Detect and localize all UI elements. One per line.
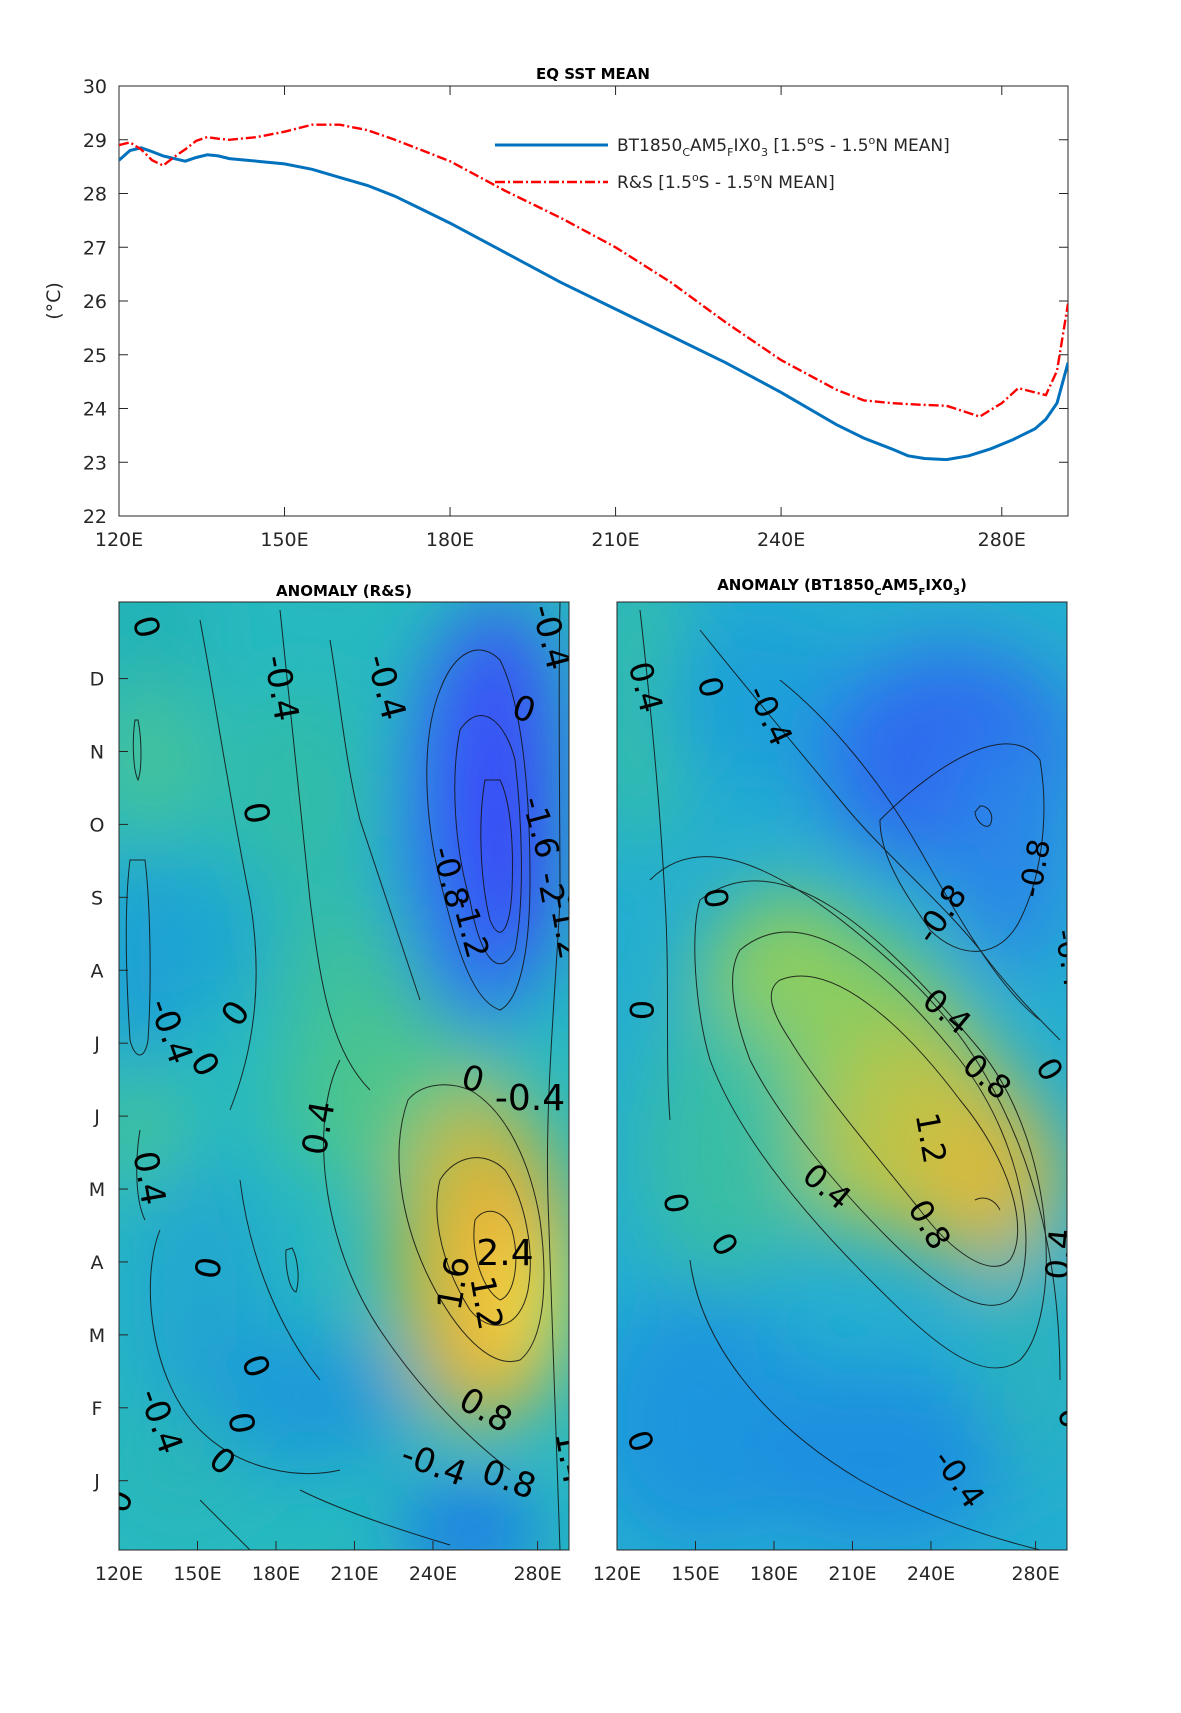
xtick-label: 120E [95,529,143,551]
xtick-label: 210E [828,1563,876,1585]
contour-label: 0 [622,1000,660,1020]
heatmap-model-ticks: 120E 150E 180E 210E 240E 280E [593,1541,1060,1585]
xtick-label: 280E [1011,1563,1059,1585]
line-chart-panel: EQ SST MEAN (°C) 22 23 24 25 26 27 28 29 30 120E 1… [43,65,1069,551]
xtick-label: 150E [671,1563,719,1585]
ytick-label: 24 [83,399,107,421]
line-chart-title: EQ SST MEAN [536,65,650,83]
heatmap-model-axes-box [616,601,1068,1551]
line-chart-ylabel: (°C) [43,282,65,320]
legend-label-0: BT1850CAM5FIX03 [1.5oS - 1.5oN MEAN] [617,134,950,159]
xtick-label: 210E [330,1563,378,1585]
ytick-label: M [89,1325,105,1347]
line-chart-ticks: 22 23 24 25 26 27 28 29 30 120E 150E 180E 210E 240E 28… [83,76,1068,551]
heatmap-rs-ticks: 120E 150E 180E 210E 240E 280E J F M A M J J A S O N D [89,669,562,1585]
xtick-label: 240E [907,1563,955,1585]
contour-label: 0.4 [295,1098,344,1158]
contour-label: -0.4 [495,1078,565,1119]
contour-label: 1.6 [430,1253,479,1313]
ytick-label: M [89,1179,105,1201]
contour-label: 0 [1050,1405,1091,1432]
legend-label-1: R&S [1.5oS - 1.5oN MEAN] [617,171,835,193]
line-chart-axes-box [118,85,1069,517]
ytick-label: J [93,1033,100,1055]
ytick-label: 22 [83,506,107,528]
heatmap-model-field: 0.4 0 -0.4-0.8-0.80-0.40 0.40.8 01.20.40.800… [617,602,1091,1550]
ytick-label: N [90,741,104,763]
heatmap-model-title: ANOMALY (BT1850CAM5FIX03) [717,576,967,598]
xtick-label: 210E [591,529,639,551]
xtick-label: 240E [757,529,805,551]
xtick-label: 180E [750,1563,798,1585]
heatmap-rs-axes-box [118,601,570,1551]
line-chart-legend: BT1850CAM5FIX03 [1.5oS - 1.5oN MEAN] R&S … [495,134,950,193]
ytick-label: 27 [83,237,107,259]
ytick-label: A [91,1252,104,1274]
xtick-label: 150E [173,1563,221,1585]
xtick-label: 240E [409,1563,457,1585]
ytick-label: 25 [83,345,107,367]
xtick-label: 180E [426,529,474,551]
ytick-label: S [91,887,103,909]
heatmap-rs-contours [125,602,561,1550]
contour-label: 2.4 [476,1233,533,1274]
contour-label: 2 [560,1280,601,1307]
heatmap-rs-field: 00-0.4-0.400-0.4-0.40-0.8-1.2-1.6-2-0.8-… [119,602,601,1550]
series-line-0 [119,146,1068,462]
ytick-label: 30 [83,76,107,98]
ytick-label: F [92,1398,103,1420]
ytick-label: J [93,1106,100,1128]
xtick-label: 120E [593,1563,641,1585]
line-chart-series [119,123,1068,462]
heatmap-model-panel: ANOMALY (BT1850CAM5FIX03) [593,576,1091,1585]
xtick-label: 150E [260,529,308,551]
xtick-label: 280E [513,1563,561,1585]
ytick-label: 26 [83,291,107,313]
heatmap-rs-panel: ANOMALY (R&S) [89,582,601,1585]
xtick-label: 120E [95,1563,143,1585]
ytick-label: 28 [83,184,107,206]
contour-label: 0.4 [124,1148,173,1208]
ytick-label: O [90,814,105,836]
contour-label: 1.2 [461,1273,510,1333]
series-line-1 [119,123,1068,418]
contour-label: -2 [529,869,572,907]
heatmap-rs-title: ANOMALY (R&S) [276,582,412,600]
ytick-label: J [93,1471,100,1493]
ytick-label: 23 [83,452,107,474]
ytick-label: D [90,669,105,691]
heatmap-model-contours [639,609,1061,1550]
xtick-label: 280E [978,529,1026,551]
contour-label: 0.4 [1038,1227,1080,1281]
contour-label: 1.2 [908,1110,954,1167]
ytick-label: 29 [83,130,107,152]
ytick-label: A [91,960,104,982]
xtick-label: 180E [252,1563,300,1585]
